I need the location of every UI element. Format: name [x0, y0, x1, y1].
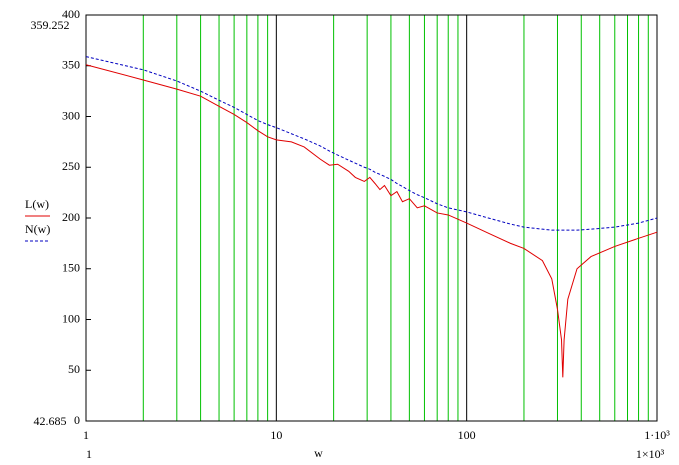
- x-range-label: 1: [86, 447, 92, 461]
- x-tick-label: 1·10³: [644, 428, 670, 442]
- y-tick-label: 100: [62, 311, 80, 325]
- x-tick-label: 1: [83, 428, 89, 442]
- y-tick-label: 300: [62, 108, 80, 122]
- y-tick-label: 350: [62, 58, 80, 72]
- legend-label: L(w): [25, 197, 49, 211]
- x-tick-label: 100: [458, 428, 476, 442]
- y-range-label: 359.252: [31, 18, 70, 32]
- y-tick-label: 50: [68, 362, 80, 376]
- y-tick-label: 400: [62, 7, 80, 21]
- y-range-label: 42.685: [34, 414, 67, 428]
- series-line: [85, 64, 658, 378]
- series-line: [85, 56, 658, 231]
- y-tick-label: 250: [62, 159, 80, 173]
- legend-label: N(w): [25, 222, 50, 236]
- x-axis-label: w: [314, 446, 323, 460]
- y-tick-label: 200: [62, 210, 80, 224]
- x-tick-label: 10: [270, 428, 282, 442]
- y-tick-label: 150: [62, 261, 80, 275]
- x-range-label: 1×10³: [636, 447, 665, 461]
- plot-frame: [85, 14, 658, 422]
- y-tick-label: 0: [74, 413, 80, 427]
